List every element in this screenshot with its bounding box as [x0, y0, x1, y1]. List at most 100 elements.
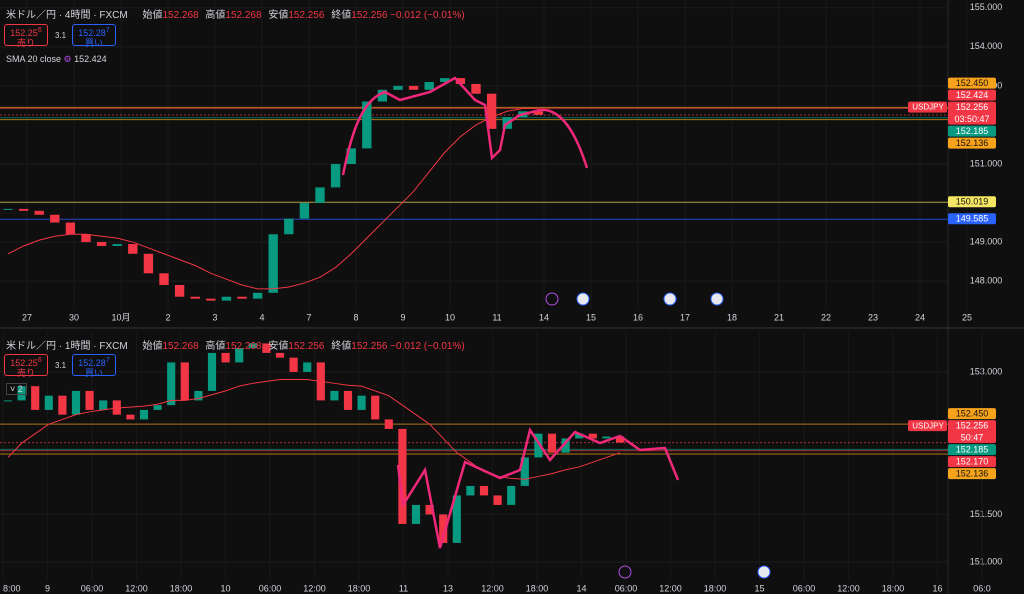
candle: [507, 485, 516, 505]
candle: [159, 273, 169, 286]
x-tick-label: 12:00: [837, 583, 860, 593]
event-icon[interactable]: [663, 292, 677, 306]
x-tick-label: 18:00: [526, 583, 549, 593]
indicator-count: 2: [17, 384, 23, 394]
ohlc-value: 152.268: [225, 341, 262, 352]
candle: [194, 390, 203, 401]
price-tag: [948, 89, 996, 101]
ohlc-label: 高値: [205, 10, 226, 21]
x-tick-label: 18:00: [704, 583, 727, 593]
candle: [408, 85, 419, 90]
y-tick-label: 154.000: [970, 41, 1003, 51]
price-tag-label: 149.585: [956, 214, 989, 224]
candle: [174, 285, 185, 297]
x-tick-label: 23: [868, 312, 878, 322]
label: 買い: [84, 368, 103, 378]
event-icon[interactable]: [545, 292, 559, 306]
sell-button[interactable]: 152.256 売り: [4, 24, 48, 48]
symbol-tag-label: USDJPY: [912, 103, 944, 112]
candle: [248, 343, 257, 349]
price-tag-label: 152.185: [956, 126, 989, 136]
x-tick-label: 3: [212, 312, 217, 322]
spread: 3.1: [55, 31, 67, 40]
candle: [466, 485, 475, 496]
price-tag-label: 152.450: [956, 78, 989, 88]
change: −0.012 (−0.01%): [390, 341, 465, 352]
x-tick-label: 15: [586, 312, 596, 322]
y-tick-label: 151.000: [970, 556, 1003, 566]
label: 売り: [16, 368, 35, 378]
symbol-title[interactable]: 米ドル／円 · 1時間 · FXCM: [6, 341, 128, 352]
price-tag: [948, 456, 996, 468]
price-tag: [948, 213, 996, 225]
drawing: [396, 426, 680, 549]
candle: [206, 298, 216, 301]
price: 152.25: [10, 358, 38, 368]
x-tick-label: 10月: [111, 312, 130, 322]
event-icon[interactable]: [710, 292, 724, 306]
candle: [3, 208, 13, 210]
candle: [411, 504, 421, 524]
price-tag-label: 152.256: [956, 102, 989, 112]
x-tick-label: 12:00: [659, 583, 682, 593]
buy-button[interactable]: 152.287 買い: [72, 24, 116, 48]
x-tick-label: 4: [259, 312, 264, 322]
candle: [561, 438, 570, 453]
price-tag-label: 152.450: [956, 409, 989, 419]
price-tag: [948, 408, 996, 420]
price-tag-label: 152.136: [956, 469, 989, 479]
ohlc-label: 始値: [142, 341, 163, 352]
candle: [3, 400, 13, 402]
y-tick-label: 148.000: [970, 275, 1003, 285]
price-tag: [948, 420, 996, 444]
x-tick-label: 7: [306, 312, 311, 322]
x-tick-label: 12:00: [481, 583, 504, 593]
price-tag: [948, 444, 996, 456]
header: 米ドル／円 · 4時間 · FXCM 始値152.268 高値152.268 安…: [6, 6, 465, 21]
x-tick-label: 9: [400, 312, 405, 322]
event-icon[interactable]: [757, 565, 771, 579]
ohlc-label: 安値: [268, 341, 289, 352]
x-tick-label: 17: [680, 312, 690, 322]
spread: 3.1: [55, 361, 67, 370]
x-tick-label: 16: [633, 312, 643, 322]
candle: [44, 395, 53, 410]
candle: [180, 362, 189, 401]
x-tick-label: 18:00: [882, 583, 905, 593]
candle: [533, 111, 544, 115]
candle: [520, 457, 529, 486]
indicator-toggle[interactable]: ˅ 2: [6, 383, 27, 395]
candle: [588, 433, 597, 439]
candle: [17, 386, 26, 401]
y-tick-label: 155.000: [970, 2, 1003, 12]
candle: [252, 292, 263, 299]
event-icon[interactable]: [576, 292, 590, 306]
candle: [18, 208, 29, 211]
candle: [289, 357, 298, 372]
price-tag: [948, 125, 996, 137]
sma-line: [7, 379, 621, 480]
buy-button[interactable]: 152.287 買い: [72, 354, 116, 378]
event-icon[interactable]: [618, 565, 632, 579]
event-icons: [545, 292, 771, 579]
sell-button[interactable]: 152.256 売り: [4, 354, 48, 378]
x-tick-label: 30: [69, 312, 79, 322]
candle: [284, 218, 294, 235]
x-tick-label: 16: [932, 583, 942, 593]
candle: [99, 400, 108, 410]
y-tick-label: 151.500: [970, 509, 1003, 519]
candle: [126, 414, 135, 420]
x-tick-label: 24: [915, 312, 925, 322]
symbol-title[interactable]: 米ドル／円 · 4時間 · FXCM: [6, 10, 128, 21]
ohlc-value: 152.256: [351, 341, 388, 352]
x-tick-label: 06:00: [793, 583, 816, 593]
candle: [303, 362, 312, 372]
price: 152.28: [78, 358, 106, 368]
indicator[interactable]: SMA 20 close ⚙ 152.424: [6, 54, 107, 64]
candle: [143, 253, 154, 274]
indicator-name: SMA 20 close: [6, 54, 62, 64]
candle: [221, 296, 232, 301]
candle: [615, 436, 625, 443]
x-tick-label: 12:00: [125, 583, 148, 593]
